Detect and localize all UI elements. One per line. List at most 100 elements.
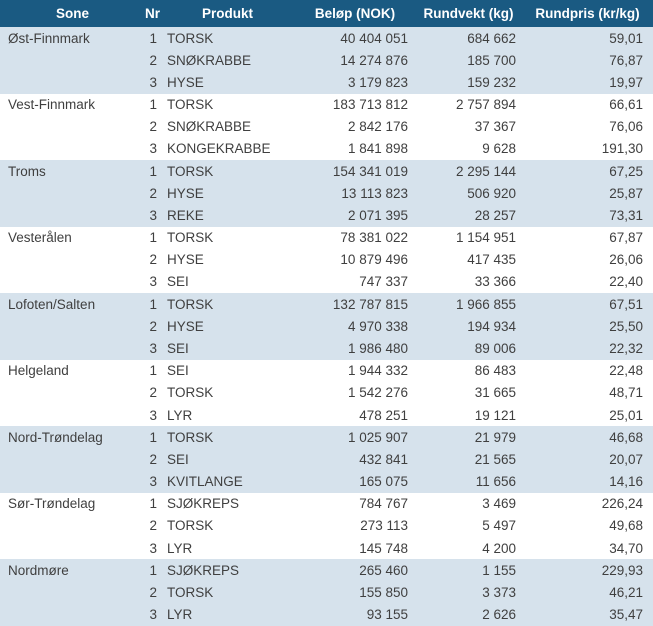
- cell-rundpris: 67,51: [522, 293, 653, 316]
- cell-nr: 1: [145, 226, 160, 249]
- cell-sone: [0, 49, 145, 72]
- cell-rundpris: 73,31: [522, 204, 653, 227]
- cell-rundvekt: 33 366: [415, 270, 522, 294]
- table-body: Øst-Finnmark 1 TORSK 40 404 051 684 662 59,01…: [0, 27, 653, 626]
- cell-rundpris: 67,87: [522, 226, 653, 249]
- cell-produkt: KONGEKRABBE: [160, 137, 295, 161]
- column-header-belop[interactable]: Beløp (NOK): [295, 0, 415, 27]
- cell-rundvekt: 2 626: [415, 603, 522, 626]
- column-header-nr[interactable]: Nr: [145, 0, 160, 27]
- cell-produkt: TORSK: [160, 27, 295, 50]
- cell-nr: 1: [145, 426, 160, 449]
- cell-rundpris: 22,48: [522, 359, 653, 382]
- cell-nr: 1: [145, 27, 160, 50]
- cell-sone: [0, 270, 145, 294]
- cell-sone: Vesterålen: [0, 226, 145, 249]
- cell-belop: 273 113: [295, 514, 415, 537]
- cell-belop: 10 879 496: [295, 248, 415, 271]
- cell-nr: 2: [145, 49, 160, 72]
- cell-rundvekt: 3 469: [415, 492, 522, 515]
- table-row: 3 LYR 478 251 19 121 25,01: [0, 403, 653, 427]
- cell-rundvekt: 194 934: [415, 315, 522, 338]
- cell-rundvekt: 9 628: [415, 137, 522, 161]
- cell-belop: 265 460: [295, 559, 415, 582]
- cell-sone: Øst-Finnmark: [0, 27, 145, 50]
- cell-nr: 2: [145, 315, 160, 338]
- cell-sone: [0, 137, 145, 161]
- cell-belop: 747 337: [295, 270, 415, 294]
- cell-rundpris: 66,61: [522, 93, 653, 116]
- cell-sone: Nord-Trøndelag: [0, 426, 145, 449]
- cell-belop: 2 842 176: [295, 115, 415, 138]
- table-row: Nordmøre 1 SJØKREPS 265 460 1 155 229,93: [0, 559, 653, 582]
- cell-rundvekt: 2 295 144: [415, 160, 522, 183]
- cell-rundpris: 76,06: [522, 115, 653, 138]
- column-header-rundvekt[interactable]: Rundvekt (kg): [415, 0, 522, 27]
- table-row: 2 HYSE 13 113 823 506 920 25,87: [0, 182, 653, 205]
- table-row: 2 SNØKRABBE 14 274 876 185 700 76,87: [0, 49, 653, 72]
- column-header-sone[interactable]: Sone: [0, 0, 145, 27]
- cell-rundpris: 59,01: [522, 27, 653, 50]
- cell-rundpris: 46,21: [522, 581, 653, 604]
- cell-rundvekt: 506 920: [415, 182, 522, 205]
- cell-produkt: TORSK: [160, 160, 295, 183]
- cell-produkt: HYSE: [160, 71, 295, 94]
- cell-rundvekt: 19 121: [415, 403, 522, 427]
- cell-produkt: SJØKREPS: [160, 559, 295, 582]
- cell-belop: 478 251: [295, 403, 415, 427]
- cell-rundpris: 48,71: [522, 381, 653, 404]
- cell-rundpris: 49,68: [522, 514, 653, 537]
- cell-produkt: SEI: [160, 270, 295, 294]
- cell-belop: 183 713 812: [295, 93, 415, 116]
- cell-sone: Nordmøre: [0, 559, 145, 582]
- cell-rundvekt: 11 656: [415, 470, 522, 493]
- cell-nr: 3: [145, 536, 160, 560]
- cell-produkt: SEI: [160, 337, 295, 360]
- cell-produkt: SEI: [160, 448, 295, 471]
- table-row: 3 LYR 145 748 4 200 34,70: [0, 536, 653, 560]
- cell-rundvekt: 3 373: [415, 581, 522, 604]
- cell-belop: 165 075: [295, 470, 415, 493]
- cell-rundvekt: 89 006: [415, 337, 522, 360]
- cell-produkt: TORSK: [160, 581, 295, 604]
- cell-nr: 1: [145, 492, 160, 515]
- cell-rundvekt: 2 757 894: [415, 93, 522, 116]
- cell-nr: 2: [145, 514, 160, 537]
- table-row: 3 KONGEKRABBE 1 841 898 9 628 191,30: [0, 137, 653, 161]
- cell-sone: Sør-Trøndelag: [0, 492, 145, 515]
- cell-belop: 1 025 907: [295, 426, 415, 449]
- cell-sone: [0, 403, 145, 427]
- cell-sone: Helgeland: [0, 359, 145, 382]
- cell-rundvekt: 4 200: [415, 536, 522, 560]
- table-row: 3 SEI 747 337 33 366 22,40: [0, 270, 653, 294]
- cell-sone: Lofoten/Salten: [0, 293, 145, 316]
- cell-rundpris: 19,97: [522, 71, 653, 94]
- cell-produkt: TORSK: [160, 93, 295, 116]
- cell-rundvekt: 31 665: [415, 381, 522, 404]
- cell-rundvekt: 159 232: [415, 71, 522, 94]
- table-row: 3 LYR 93 155 2 626 35,47: [0, 603, 653, 626]
- cell-rundpris: 229,93: [522, 559, 653, 582]
- table-row: Vesterålen 1 TORSK 78 381 022 1 154 951 67,87: [0, 226, 653, 249]
- cell-rundpris: 35,47: [522, 603, 653, 626]
- table-row: 3 REKE 2 071 395 28 257 73,31: [0, 204, 653, 227]
- cell-sone: [0, 204, 145, 227]
- table-row: Øst-Finnmark 1 TORSK 40 404 051 684 662 59,01: [0, 27, 653, 50]
- column-header-rundpris[interactable]: Rundpris (kr/kg): [522, 0, 653, 27]
- cell-rundpris: 22,40: [522, 270, 653, 294]
- cell-belop: 1 542 276: [295, 381, 415, 404]
- cell-rundvekt: 1 966 855: [415, 293, 522, 316]
- cell-belop: 155 850: [295, 581, 415, 604]
- cell-rundvekt: 5 497: [415, 514, 522, 537]
- cell-rundvekt: 21 565: [415, 448, 522, 471]
- cell-produkt: TORSK: [160, 426, 295, 449]
- table-row: Helgeland 1 SEI 1 944 332 86 483 22,48: [0, 359, 653, 382]
- cell-rundvekt: 28 257: [415, 204, 522, 227]
- column-header-produkt[interactable]: Produkt: [160, 0, 295, 27]
- cell-nr: 1: [145, 93, 160, 116]
- cell-rundpris: 14,16: [522, 470, 653, 493]
- cell-produkt: KVITLANGE: [160, 470, 295, 493]
- table-row: 3 HYSE 3 179 823 159 232 19,97: [0, 71, 653, 94]
- cell-produkt: LYR: [160, 536, 295, 560]
- table-row: 2 TORSK 273 113 5 497 49,68: [0, 514, 653, 537]
